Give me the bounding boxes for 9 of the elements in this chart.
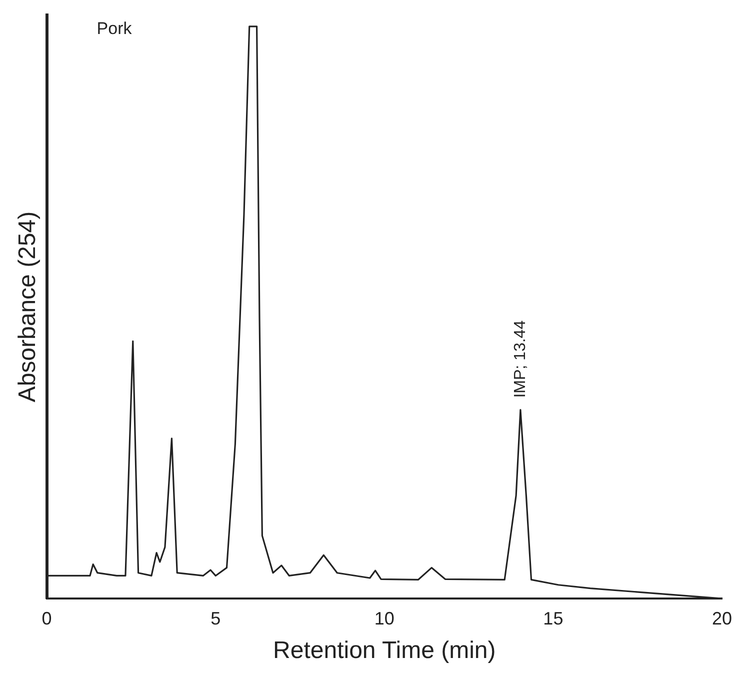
y-axis-title: Absorbance (254) bbox=[14, 211, 42, 402]
annotation: Pork bbox=[96, 19, 132, 38]
x-tick-label: 20 bbox=[712, 608, 732, 628]
annotation: IMP; 13.44 bbox=[512, 320, 529, 398]
x-tick-label: 10 bbox=[374, 608, 394, 628]
x-tick-label: 5 bbox=[210, 608, 221, 628]
x-tick-label: 0 bbox=[42, 608, 52, 628]
x-axis-title: Retention Time (min) bbox=[273, 637, 496, 664]
x-tick-label: 15 bbox=[543, 608, 564, 628]
